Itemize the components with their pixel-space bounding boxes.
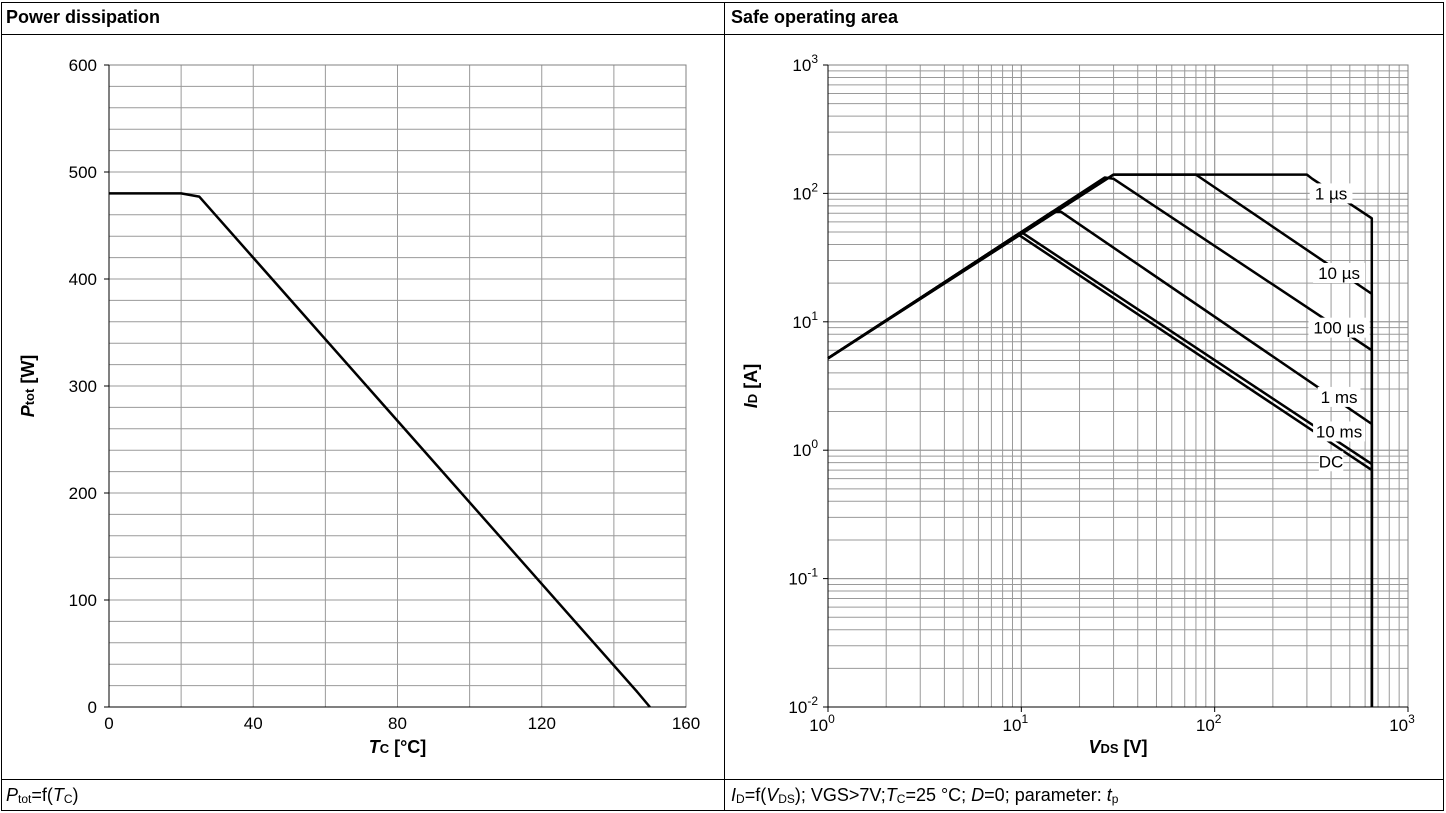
x-axis-title: VDS [V] — [1088, 737, 1147, 757]
header-divider — [1, 34, 1444, 35]
series-label-text: 1 µs — [1315, 184, 1347, 203]
y-tick-label: 300 — [69, 377, 97, 396]
soa-curve — [827, 233, 1374, 707]
series-label-background — [1313, 262, 1366, 283]
x-tick-label: 40 — [244, 714, 263, 733]
y-axis-title: ID [A] — [741, 364, 761, 408]
series-label: DC — [1318, 451, 1344, 472]
y-tick-label: 200 — [69, 484, 97, 503]
soa-curve — [827, 176, 1374, 707]
left-caption: Ptot=f(TC) — [6, 785, 79, 806]
right-caption: ID=f(VDS); VGS>7V;TC=25 °C; D=0; paramet… — [731, 785, 1119, 806]
series-label: 100 µs — [1308, 317, 1370, 338]
safe-operating-area-chart: 10-2 10-1 100 101 102 103 100 101 102 103 1 µs 10 µ… — [741, 52, 1415, 757]
x-axis-title: TC [°C] — [369, 737, 427, 757]
x-tick-label: 102 — [1196, 712, 1222, 735]
left-panel-title: Power dissipation — [6, 7, 161, 27]
series-label-background — [1318, 451, 1344, 472]
x-tick-label: 100 — [809, 712, 835, 735]
y-tick-label: 100 — [69, 591, 97, 610]
series-label-background — [1317, 386, 1361, 407]
series-label-background — [1309, 183, 1353, 204]
series-label: 1 ms — [1317, 386, 1361, 407]
y-tick-label: 103 — [792, 52, 818, 75]
x-tick-label: 160 — [672, 714, 700, 733]
y-axis-title: Ptot [W] — [18, 355, 38, 418]
series-label: 1 µs — [1309, 183, 1353, 204]
soa-curve — [827, 210, 1374, 707]
y-tick-label: 0 — [88, 698, 97, 717]
series-label-background — [1308, 317, 1370, 338]
y-tick-label: 10-2 — [788, 694, 818, 717]
x-tick-label: 120 — [528, 714, 556, 733]
x-tick-label: 103 — [1389, 712, 1415, 735]
y-tick-label: 10-1 — [788, 566, 818, 589]
plot-area — [827, 64, 1409, 708]
soa-curve — [827, 173, 1374, 707]
y-tick-label: 400 — [69, 270, 97, 289]
caption-divider — [1, 779, 1444, 780]
series-label: 10 µs — [1313, 262, 1366, 283]
series-label-text: DC — [1319, 452, 1344, 471]
panel-divider — [724, 2, 725, 811]
soa-curve — [827, 230, 1374, 707]
series-label: 10 ms — [1313, 421, 1366, 442]
soa-curve — [827, 173, 1374, 707]
power-dissipation-chart: 0 100 200 300 400 500 600 0 40 80 120 160 TC [°C] Pto… — [18, 56, 700, 757]
series-label-text: 10 ms — [1316, 422, 1362, 441]
y-tick-label: 100 — [792, 437, 818, 460]
x-tick-label: 0 — [104, 714, 113, 733]
series-label-text: 10 µs — [1318, 264, 1360, 283]
x-tick-label: 80 — [388, 714, 407, 733]
grid — [108, 64, 687, 708]
series-label-text: 1 ms — [1321, 388, 1358, 407]
series-label-background — [1313, 421, 1366, 442]
series-label-text: 100 µs — [1313, 319, 1364, 338]
y-tick-label: 101 — [792, 309, 818, 332]
right-panel-title: Safe operating area — [731, 7, 899, 27]
y-tick-label: 600 — [69, 56, 97, 75]
grid — [827, 64, 1409, 708]
y-tick-label: 500 — [69, 163, 97, 182]
x-tick-label: 101 — [1003, 712, 1029, 735]
power-curve — [109, 192, 651, 708]
y-tick-label: 102 — [792, 180, 818, 203]
